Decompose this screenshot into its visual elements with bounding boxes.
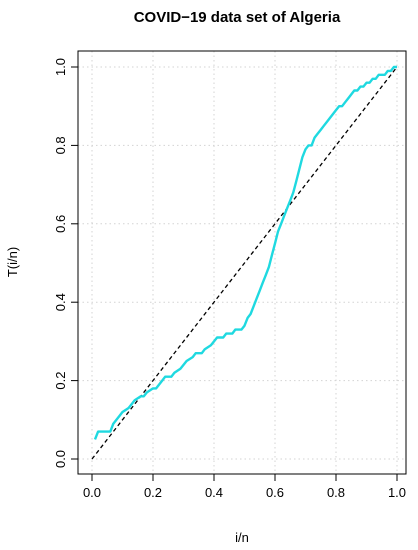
- reference-line: [91, 66, 398, 460]
- chart-title: COVID−19 data set of Algeria: [134, 9, 341, 26]
- x-tick-label: 1.0: [388, 485, 406, 500]
- x-axis: 0.0 0.2 0.4 0.6 0.8 1.0: [83, 473, 406, 500]
- plot-frame: [77, 50, 407, 475]
- y-axis-label: T(i/n): [5, 247, 20, 277]
- x-tick-label: 0.2: [144, 485, 162, 500]
- y-tick-label: 0.8: [53, 136, 68, 154]
- y-tick-label: 0.2: [53, 372, 68, 390]
- y-tick-label: 0.6: [53, 215, 68, 233]
- y-tick-label: 0.4: [53, 293, 68, 311]
- x-tick-label: 0.6: [266, 485, 284, 500]
- x-tick-label: 0.4: [205, 485, 223, 500]
- y-tick-label: 1.0: [53, 58, 68, 76]
- y-tick-label: 0.0: [53, 450, 68, 468]
- x-tick-label: 0.0: [83, 485, 101, 500]
- ttt-curve-layer: [93, 65, 397, 440]
- y-axis: 0.0 0.2 0.4 0.6 0.8 1.0: [53, 58, 79, 468]
- grid: [78, 51, 406, 474]
- ttt-curve: [93, 65, 397, 440]
- x-tick-label: 0.8: [327, 485, 345, 500]
- reference-line-layer: [91, 66, 398, 460]
- x-axis-label: i/n: [235, 530, 249, 545]
